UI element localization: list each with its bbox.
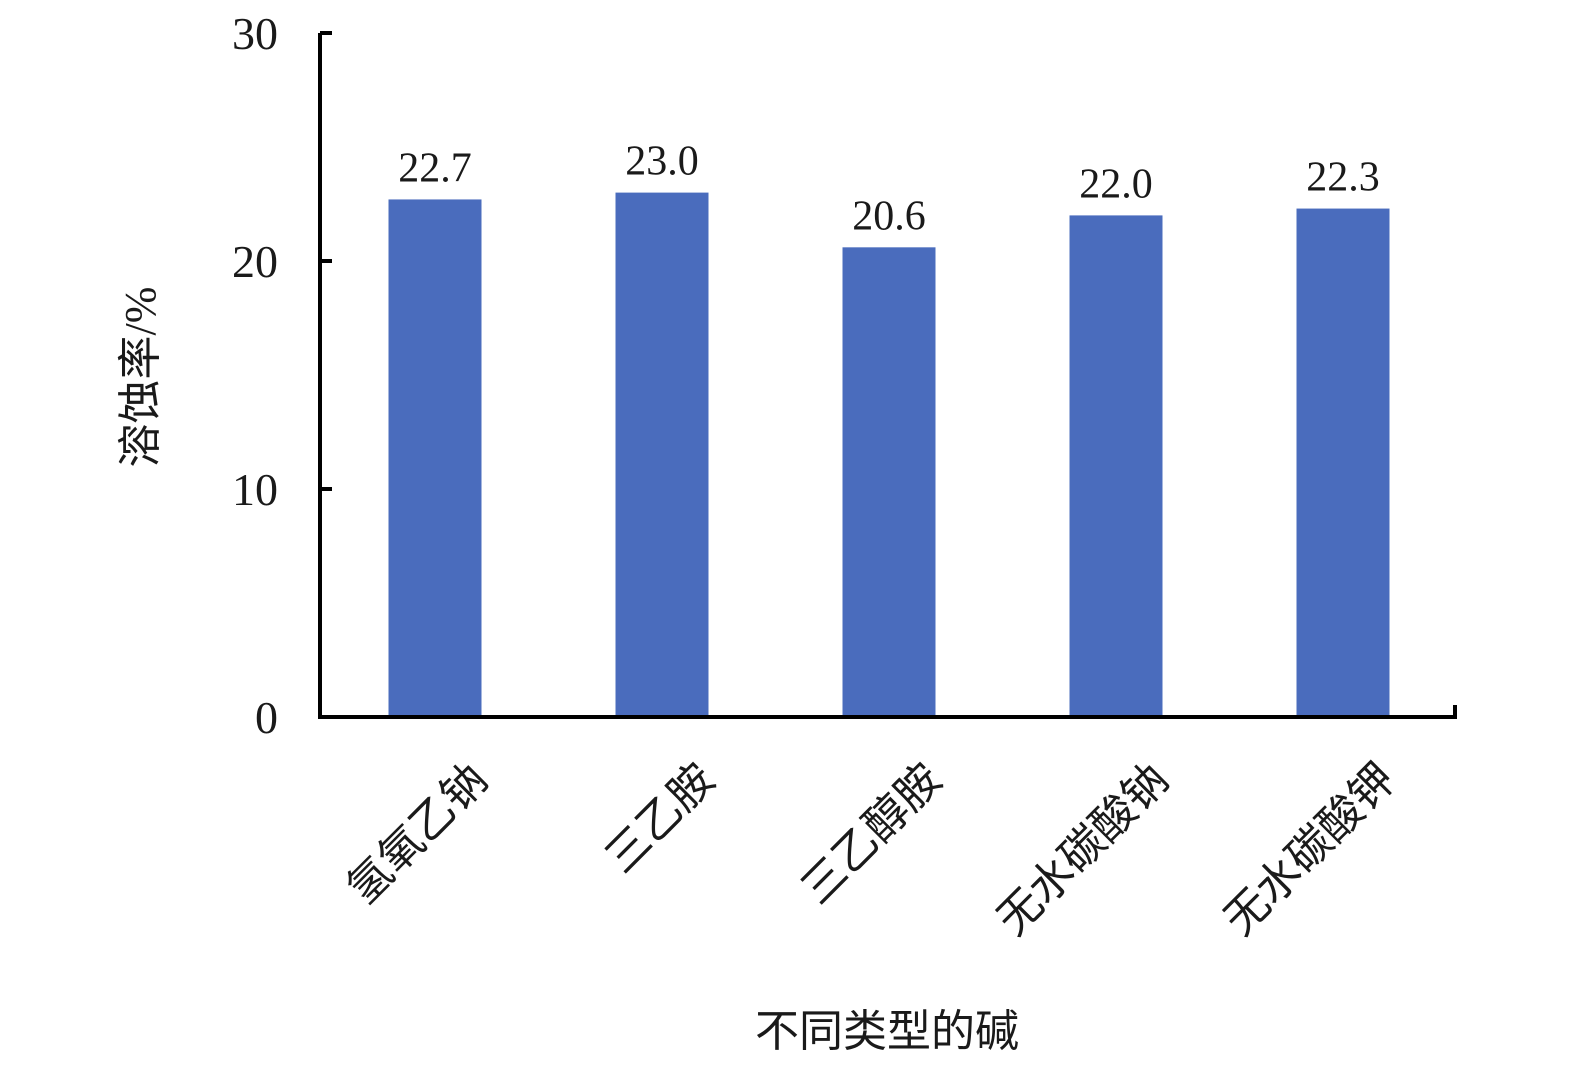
y-tick-label: 0 — [255, 692, 278, 743]
bar-data-label: 23.0 — [625, 139, 699, 185]
category-label: 无水碳酸钠 — [988, 754, 1178, 944]
category-label: 氢氧乙钠 — [338, 754, 497, 913]
bar — [1296, 208, 1390, 717]
bar-data-label: 22.7 — [398, 145, 472, 191]
axes-group — [318, 33, 1457, 719]
bar — [842, 247, 936, 717]
y-tick-label: 10 — [232, 464, 278, 515]
bar-data-label: 20.6 — [852, 193, 926, 239]
bar-data-label: 22.0 — [1079, 161, 1153, 207]
bar — [388, 199, 482, 717]
bar-data-label: 22.3 — [1306, 155, 1380, 201]
x-axis-title: 不同类型的碱 — [755, 1007, 1019, 1056]
y-tick-label: 20 — [232, 236, 278, 287]
y-axis-title: 溶蚀率/% — [116, 287, 165, 468]
y-ticks-group: 0 10 20 30 — [232, 8, 332, 743]
bar — [615, 192, 709, 718]
category-label: 三乙醇胺 — [792, 754, 951, 913]
category-label: 三乙胺 — [596, 754, 724, 882]
y-tick-label: 30 — [232, 8, 278, 59]
data-labels-group: 22.7 23.0 20.6 22.0 22.3 — [398, 139, 1380, 240]
bar — [1069, 215, 1163, 717]
category-label: 无水碳酸钾 — [1215, 754, 1405, 944]
category-labels-group: 氢氧乙钠 三乙胺 三乙醇胺 无水碳酸钠 无水碳酸钾 — [338, 754, 1405, 944]
bars-group — [388, 192, 1390, 718]
